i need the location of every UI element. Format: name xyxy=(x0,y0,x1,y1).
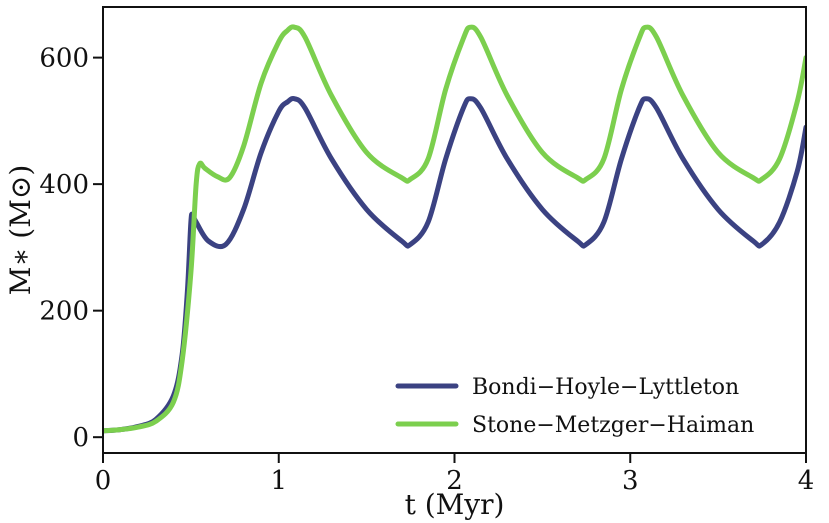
y-tick-label: 200 xyxy=(39,297,89,327)
axes-frame xyxy=(102,6,807,454)
ticks-layer: 0 1 2 3 4 0 200 400 600 xyxy=(39,44,814,496)
legend-label-stone: Stone−Metzger−Haiman xyxy=(472,413,754,438)
y-tick-label: 600 xyxy=(39,44,89,74)
series-line-bondi-hoyle-lyttleton xyxy=(103,95,806,434)
x-tick-label: 4 xyxy=(798,466,815,496)
x-tick-label: 0 xyxy=(95,466,112,496)
x-axis-title: t (Myr) xyxy=(405,488,505,521)
x-tick-label: 1 xyxy=(270,466,287,496)
y-tick-label: 0 xyxy=(72,423,89,453)
x-tick-label: 2 xyxy=(446,466,463,496)
legend-label-bondi: Bondi−Hoyle−Lyttleton xyxy=(472,375,739,400)
y-axis-title: M∗ (M⊙) xyxy=(4,165,37,296)
x-tick-label: 3 xyxy=(622,466,639,496)
y-tick-label: 400 xyxy=(39,170,89,200)
series-layer xyxy=(103,24,806,434)
series-line-stone-metzger-haiman xyxy=(103,24,806,434)
legend: Bondi−Hoyle−Lyttleton Stone−Metzger−Haim… xyxy=(395,375,754,438)
